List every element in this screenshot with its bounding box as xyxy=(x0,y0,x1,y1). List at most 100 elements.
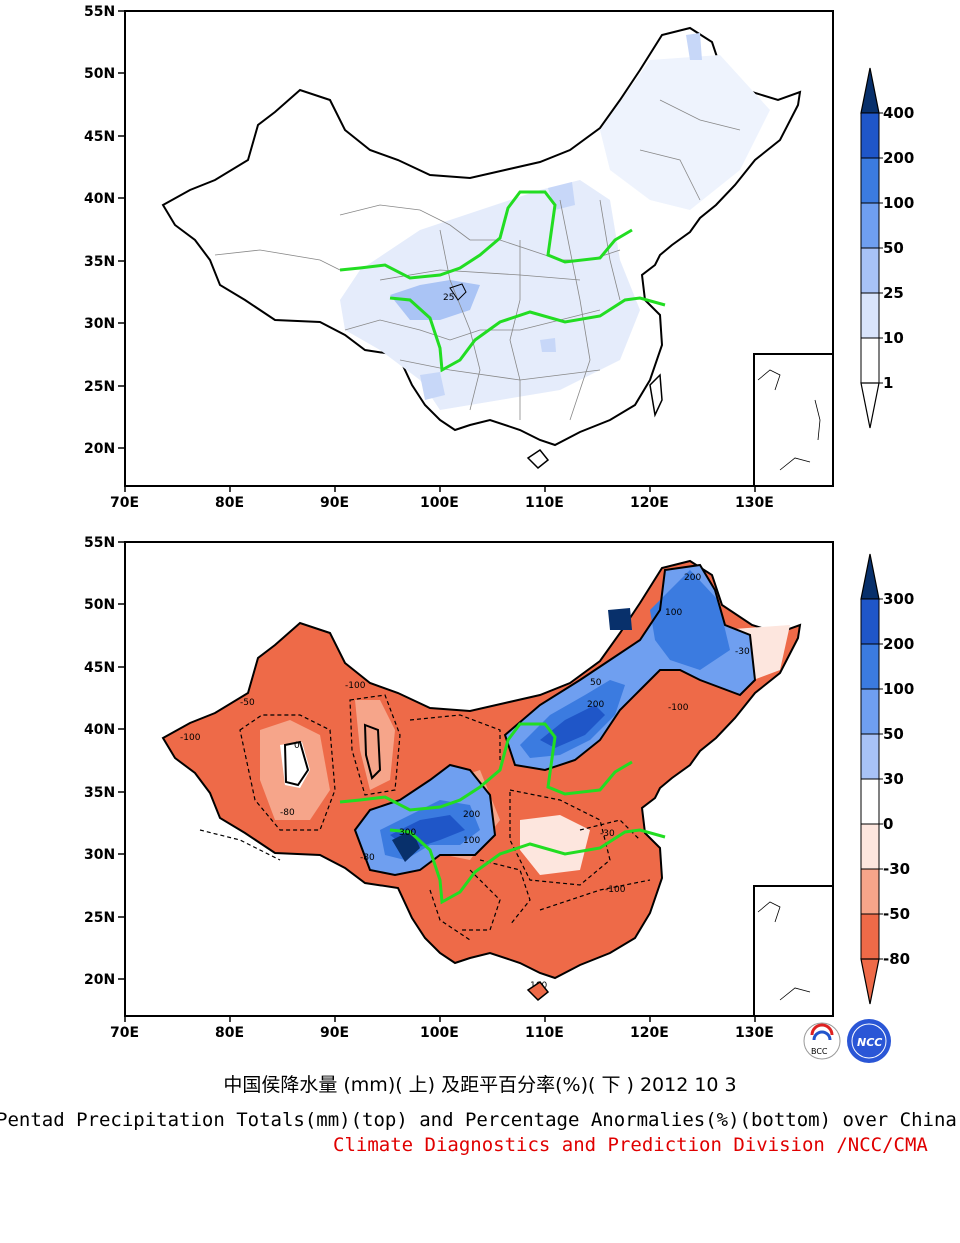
top-colorbar: 400 200 100 50 25 10 1 xyxy=(860,67,914,429)
colorbar-label: 50 xyxy=(883,239,904,257)
svg-text:30N: 30N xyxy=(84,316,115,332)
anomaly-300-area xyxy=(608,608,632,630)
anomaly-minus30-area xyxy=(520,815,590,875)
contour-label: -30 xyxy=(600,829,615,839)
positive-contours xyxy=(283,563,757,877)
svg-text:25N: 25N xyxy=(84,379,115,395)
colorbar-segment xyxy=(860,733,880,780)
svg-text:NCC: NCC xyxy=(857,1036,882,1049)
svg-text:120E: 120E xyxy=(630,1025,669,1041)
precip-10-25-area xyxy=(686,33,702,60)
svg-text:35N: 35N xyxy=(84,785,115,801)
colorbar-label: -80 xyxy=(883,950,910,968)
colorbar-segment xyxy=(860,202,880,249)
colorbar-segment xyxy=(860,823,880,870)
top-precip-map: 25 55N 50N 45N 40N 35N 30N 25N 20N 70E 8… xyxy=(84,4,914,511)
colorbar-label: 100 xyxy=(883,194,914,212)
precip-1-10-area xyxy=(340,180,640,410)
svg-text:100E: 100E xyxy=(420,495,459,511)
rivers xyxy=(339,722,666,905)
caption-english: Pentad Precipitation Totals(mm)(top) and… xyxy=(0,1109,957,1131)
contour-label: -80 xyxy=(280,808,295,818)
colorbar-segment xyxy=(860,868,880,915)
contour-25 xyxy=(449,283,467,301)
colorbar-label: 30 xyxy=(883,770,904,788)
contour-label: -100 xyxy=(180,733,201,743)
colorbar-label: 200 xyxy=(883,149,914,167)
svg-text:55N: 55N xyxy=(84,535,115,551)
colorbar-label: -30 xyxy=(883,860,910,878)
svg-text:50N: 50N xyxy=(84,597,115,613)
svg-text:70E: 70E xyxy=(110,1025,139,1041)
svg-text:55N: 55N xyxy=(84,4,115,20)
contour-label: -30 xyxy=(735,647,750,657)
bottom-anomaly-map: -100 -100 -50 -80 0 200 300 100 200 100 … xyxy=(84,535,914,1063)
contour-label: -50 xyxy=(240,698,255,708)
svg-text:120E: 120E xyxy=(630,495,669,511)
colorbar-label: 400 xyxy=(883,104,914,122)
contour-label: -80 xyxy=(360,853,375,863)
bcc-logo: BCC xyxy=(803,1022,841,1060)
svg-text:70E: 70E xyxy=(110,495,139,511)
colorbar-top-arrow xyxy=(860,553,880,600)
contour-label: 50 xyxy=(590,678,602,688)
colorbar-segment xyxy=(860,688,880,735)
colorbar-label: 50 xyxy=(883,725,904,743)
svg-text:20N: 20N xyxy=(84,441,115,457)
svg-text:25N: 25N xyxy=(84,910,115,926)
ncc-logo: NCC xyxy=(847,1019,891,1063)
province-boundaries xyxy=(214,99,741,421)
svg-text:130E: 130E xyxy=(735,1025,774,1041)
south-china-sea-inset xyxy=(753,885,833,1016)
contour-label: 200 xyxy=(463,810,480,820)
colorbar-segment xyxy=(860,112,880,159)
colorbar-segment xyxy=(860,337,880,384)
svg-text:45N: 45N xyxy=(84,660,115,676)
contour-label: 200 xyxy=(587,700,604,710)
contour-label: 25 xyxy=(443,293,454,303)
svg-text:30N: 30N xyxy=(84,847,115,863)
svg-text:80E: 80E xyxy=(215,495,244,511)
contour-label: 100 xyxy=(665,608,682,618)
svg-text:130E: 130E xyxy=(735,495,774,511)
svg-text:90E: 90E xyxy=(320,1025,349,1041)
colorbar-label: 200 xyxy=(883,635,914,653)
contour-labels: -100 -100 -50 -80 0 200 300 100 200 100 … xyxy=(180,573,750,991)
svg-text:35N: 35N xyxy=(84,254,115,270)
rivers xyxy=(339,190,666,373)
svg-text:80E: 80E xyxy=(215,1025,244,1041)
colorbar-label: -50 xyxy=(883,905,910,923)
contour-label: 100 xyxy=(463,836,480,846)
contour-label: 200 xyxy=(684,573,701,583)
svg-text:40N: 40N xyxy=(84,722,115,738)
colorbar-segment xyxy=(860,247,880,294)
colorbar-segment xyxy=(860,292,880,339)
colorbar-label: 25 xyxy=(883,284,904,302)
colorbar-label: 10 xyxy=(883,329,904,347)
precip-10-25-area xyxy=(390,280,480,320)
colorbar-segment xyxy=(860,598,880,645)
colorbar-segment xyxy=(860,157,880,204)
svg-text:90E: 90E xyxy=(320,495,349,511)
svg-text:20N: 20N xyxy=(84,972,115,988)
colorbar-bottom-arrow xyxy=(860,382,880,429)
contour-label: -100 xyxy=(668,703,689,713)
colorbar-label: 1 xyxy=(883,374,893,392)
svg-text:50N: 50N xyxy=(84,66,115,82)
precip-10-25-area xyxy=(540,338,556,352)
precip-10-25-area xyxy=(420,372,445,400)
svg-text:40N: 40N xyxy=(84,191,115,207)
colorbar-top-arrow xyxy=(860,67,880,114)
anomaly-300-area xyxy=(392,830,420,862)
caption-credit: Climate Diagnostics and Prediction Divis… xyxy=(333,1134,928,1156)
colorbar-label: 0 xyxy=(883,815,893,833)
bottom-lat-axis: 55N 50N 45N 40N 35N 30N 25N 20N xyxy=(84,535,125,988)
colorbar-segment xyxy=(860,778,880,825)
bottom-lon-axis: 70E 80E 90E 100E 110E 120E 130E xyxy=(110,1016,774,1041)
svg-text:45N: 45N xyxy=(84,129,115,145)
svg-text:100E: 100E xyxy=(420,1025,459,1041)
anomaly-positive-area xyxy=(650,570,730,670)
top-lat-axis: 55N 50N 45N 40N 35N 30N 25N 20N xyxy=(84,4,125,457)
colorbar-label: 100 xyxy=(883,680,914,698)
anomaly-minus30-area xyxy=(355,700,395,790)
